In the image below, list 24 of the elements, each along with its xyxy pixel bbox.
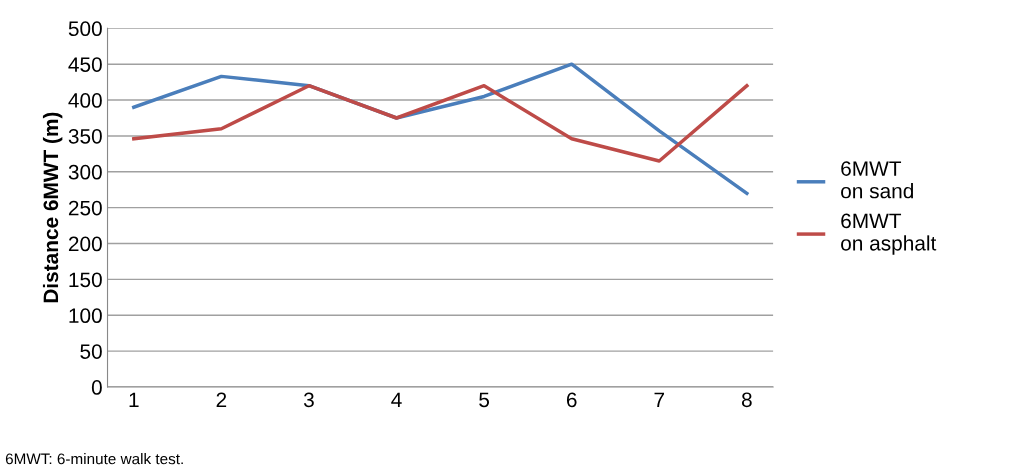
y-tick-label: 300 (68, 164, 102, 180)
y-tick-label: 150 (69, 272, 102, 288)
y-tick-label: 450 (68, 57, 102, 72)
x-tick-label: 3 (303, 392, 314, 408)
y-tick-label: 100 (69, 308, 102, 324)
x-tick-label: 2 (216, 392, 227, 407)
y-tick-label: 500 (68, 21, 102, 37)
line-series (132, 83, 749, 163)
x-tick-label: 4 (391, 392, 402, 407)
y-tick-label: 250 (68, 200, 102, 216)
y-tick-label: 400 (68, 93, 102, 108)
legend-label: 6MWT on sand (841, 161, 913, 199)
text: 6MWT: 6-minute walk test. (5, 453, 183, 465)
x-tick-label: 1 (129, 392, 139, 407)
x-tick-label: 6 (566, 392, 577, 408)
x-tick-label: 7 (654, 392, 665, 407)
y-tick-label: 350 (68, 128, 102, 144)
legend-label: 6MWT on asphalt (841, 213, 937, 255)
y-axis-title: Distance 6MWT (m) (42, 112, 63, 303)
y-tick-label: 0 (91, 380, 102, 395)
x-tick-label: 8 (741, 392, 752, 408)
x-tick-label: 5 (479, 392, 490, 408)
y-tick-label: 50 (80, 344, 102, 359)
y-tick-label: 200 (68, 236, 102, 252)
